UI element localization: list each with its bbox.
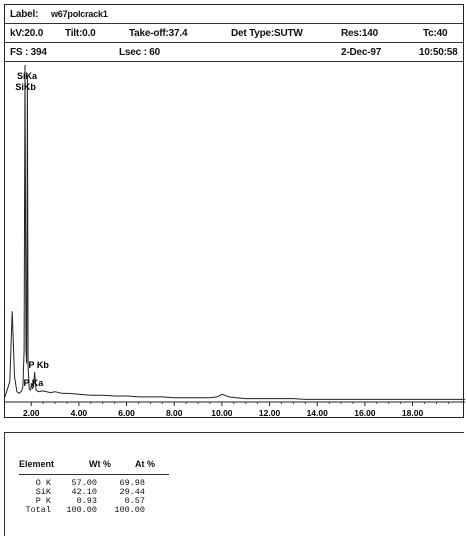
results-table: O K 57.00 69.98 SiK 42.10 29.44 P K 0.93… bbox=[19, 479, 145, 515]
x-tick-label: 12.00 bbox=[259, 408, 281, 418]
full-scale-value: FS : 394 bbox=[10, 47, 47, 58]
results-header-element: Element bbox=[19, 459, 55, 469]
x-tick-label: 14.00 bbox=[307, 408, 329, 418]
element-cell: Total bbox=[25, 505, 51, 515]
tilt-value: Tilt:0.0 bbox=[65, 28, 96, 39]
peak-label: O Ka bbox=[5, 299, 6, 309]
at-percent-cell: 69.98 bbox=[119, 478, 145, 488]
detector-type: Det Type:SUTW bbox=[231, 28, 303, 39]
table-row: SiK 42.10 29.44 bbox=[19, 488, 145, 497]
results-header-at: At % bbox=[135, 459, 155, 469]
at-percent-cell: 100.00 bbox=[114, 505, 145, 515]
x-tick-label: 4.00 bbox=[71, 408, 88, 418]
eds-spectrum-chart: 2.00 4.00 6.00 8.00 10.00 12.00 14.00 16.00 18.0… bbox=[5, 64, 465, 418]
results-header-rule bbox=[19, 474, 169, 475]
wt-percent-cell: 42.10 bbox=[71, 487, 97, 497]
kv-value: kV:20.0 bbox=[10, 28, 44, 39]
acquisition-time: 10:50:58 bbox=[419, 47, 458, 58]
at-percent-cell: 29.44 bbox=[119, 487, 145, 497]
at-percent-cell: 0.57 bbox=[124, 496, 145, 506]
element-cell: P K bbox=[35, 496, 51, 506]
wt-percent-cell: 100.00 bbox=[66, 505, 97, 515]
table-row: O K 57.00 69.98 bbox=[19, 479, 145, 488]
table-row: P K 0.93 0.57 bbox=[19, 497, 145, 506]
wt-percent-cell: 0.93 bbox=[76, 496, 97, 506]
element-cell: O K bbox=[35, 478, 51, 488]
x-tick-label: 10.00 bbox=[211, 408, 233, 418]
x-tick-label: 16.00 bbox=[354, 408, 376, 418]
x-tick-label: 18.00 bbox=[402, 408, 424, 418]
resolution-value: Res:140 bbox=[341, 28, 378, 39]
x-tick-label: 2.00 bbox=[23, 408, 40, 418]
label-caption: Label: bbox=[10, 9, 39, 20]
wt-percent-cell: 57.00 bbox=[71, 478, 97, 488]
takeoff-value: Take-off:37.4 bbox=[129, 28, 188, 39]
spectrum-panel: Label: w67polcrack1 kV:20.0 Tilt:0.0 Tak… bbox=[4, 4, 465, 418]
results-header-wt: Wt % bbox=[89, 459, 111, 469]
peak-label: P Ka bbox=[23, 378, 44, 388]
peak-label: P Kb bbox=[29, 360, 50, 370]
peak-label: SiKa bbox=[17, 71, 38, 81]
tc-value: Tc:40 bbox=[423, 28, 448, 39]
spectrum-line bbox=[5, 64, 465, 400]
element-cell: SiK bbox=[35, 487, 51, 497]
acquisition-date: 2-Dec-97 bbox=[341, 47, 382, 58]
label-value: w67polcrack1 bbox=[51, 9, 108, 19]
quantification-results: Element Wt % At % O K 57.00 69.98 SiK 42… bbox=[4, 432, 464, 536]
label-row: Label: w67polcrack1 bbox=[5, 5, 463, 24]
table-row: Total 100.00 100.00 bbox=[19, 506, 145, 515]
peak-label: SiKb bbox=[15, 82, 36, 92]
live-seconds-value: Lsec : 60 bbox=[119, 47, 161, 58]
acquisition-row-2: FS : 394 Lsec : 60 2-Dec-97 10:50:58 bbox=[5, 43, 463, 62]
x-tick-label: 8.00 bbox=[166, 408, 183, 418]
acquisition-row-1: kV:20.0 Tilt:0.0 Take-off:37.4 Det Type:… bbox=[5, 24, 463, 43]
x-tick-label: 6.00 bbox=[118, 408, 135, 418]
